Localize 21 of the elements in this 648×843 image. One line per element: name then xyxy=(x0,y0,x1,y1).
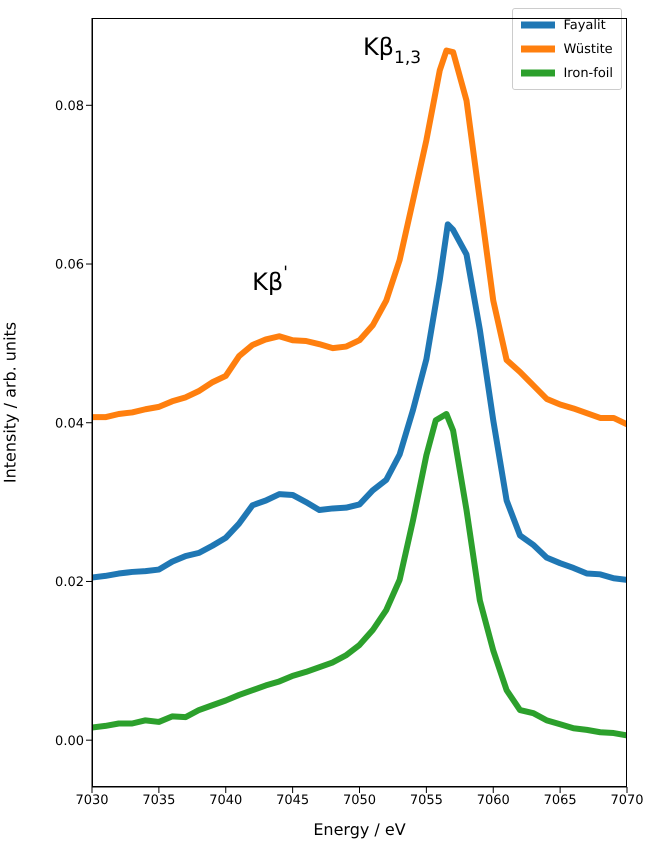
x-tick-label: 7035 xyxy=(142,793,176,808)
y-tick-label: 0.00 xyxy=(55,734,84,749)
y-tick-label: 0.02 xyxy=(55,575,84,590)
x-tick-label: 7030 xyxy=(75,793,109,808)
annotation: Kβ$^{'}$ xyxy=(252,262,288,296)
y-tick-label: 0.06 xyxy=(55,258,84,273)
x-tick-label: 7070 xyxy=(610,793,644,808)
annotation: Kβ$_{1,3}$ xyxy=(362,32,422,68)
x-tick-label: 7055 xyxy=(410,793,443,808)
x-axis-title: Energy / eV xyxy=(313,820,406,839)
x-tick-label: 7050 xyxy=(342,793,376,808)
x-tick-label: 7060 xyxy=(476,793,510,808)
y-tick-label: 0.04 xyxy=(55,416,84,432)
x-tick-label: 7065 xyxy=(544,793,577,808)
x-tick-label: 7045 xyxy=(276,793,310,808)
y-tick-label: 0.08 xyxy=(55,98,84,114)
legend-label: Wüstite xyxy=(563,42,613,56)
x-tick-label: 7040 xyxy=(209,793,242,808)
legend-label: Iron-foil xyxy=(563,66,613,80)
legend-label: Fayalit xyxy=(563,18,606,32)
y-axis-title: Intensity / arb. units xyxy=(0,322,20,484)
